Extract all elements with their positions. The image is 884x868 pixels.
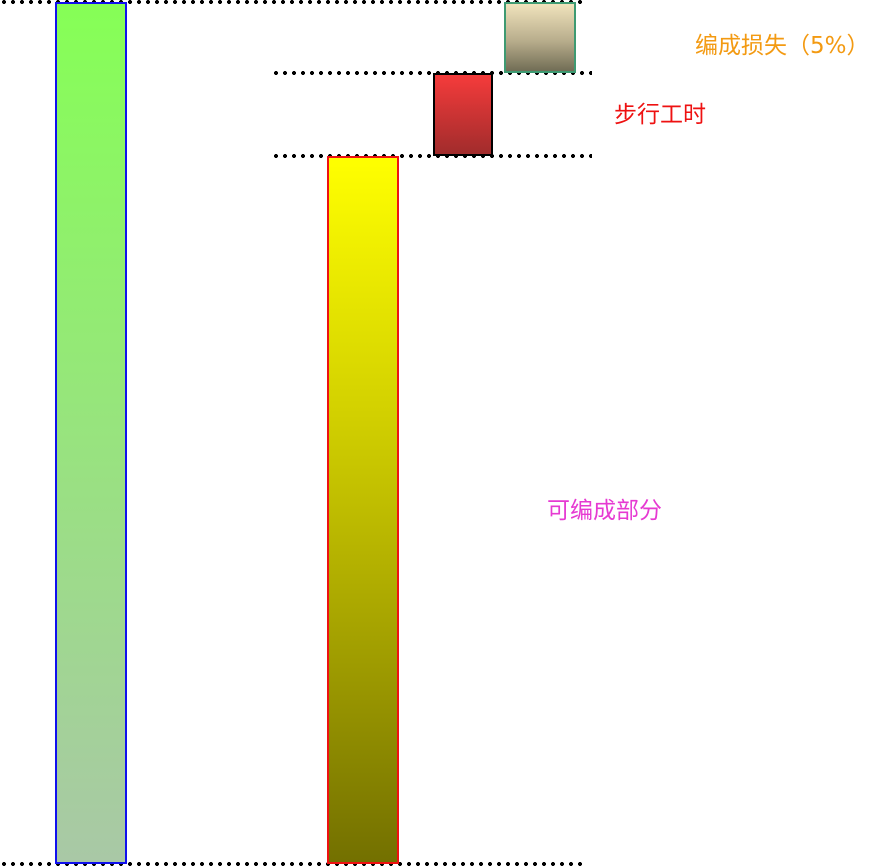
editable-part-label: 可编成部分	[547, 498, 662, 524]
editable-part-bar	[327, 156, 399, 864]
walking-hours-label: 步行工时	[614, 102, 706, 128]
top-dotted-line	[2, 0, 586, 4]
bottom-dotted-line	[2, 862, 586, 866]
lower-dotted-line	[274, 154, 592, 158]
total-bar	[55, 2, 127, 864]
walking-hours-bar	[433, 73, 493, 156]
loss-bar	[504, 2, 576, 73]
loss-label: 编成损失（5%）	[695, 33, 870, 59]
